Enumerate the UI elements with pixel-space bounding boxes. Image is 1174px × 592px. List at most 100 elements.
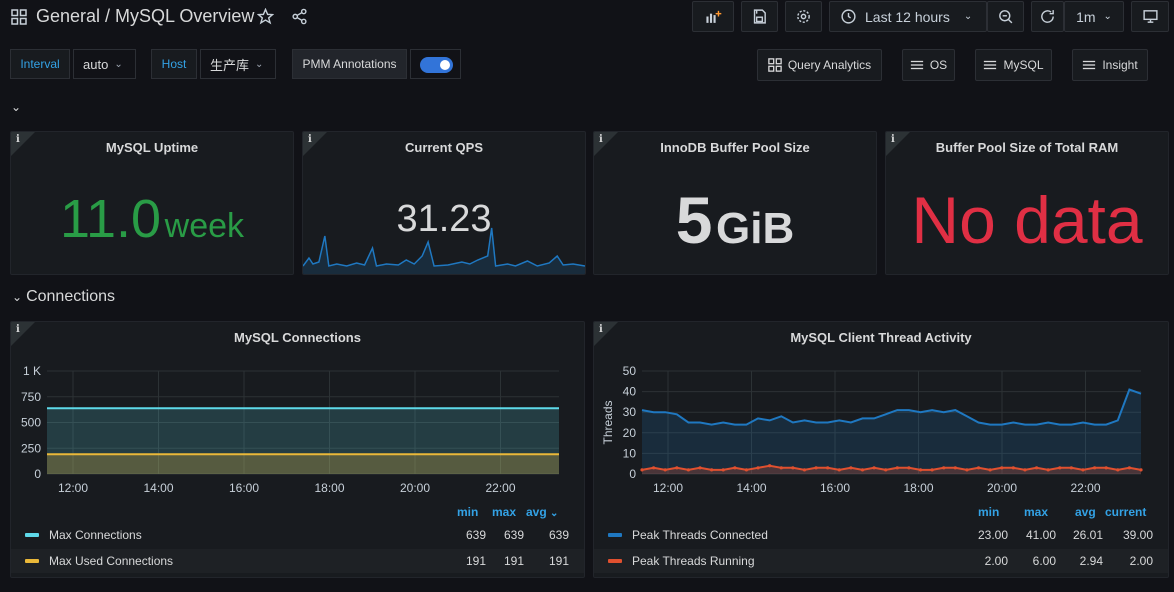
- link-mysql[interactable]: MySQL: [975, 49, 1052, 81]
- x-tick-label: 16:00: [229, 481, 259, 495]
- link-insight[interactable]: Insight: [1072, 49, 1148, 81]
- y-axis-label: Threads: [601, 400, 615, 444]
- refresh-button[interactable]: [1031, 1, 1064, 32]
- info-icon[interactable]: i: [599, 134, 603, 145]
- info-icon[interactable]: i: [891, 134, 895, 145]
- chevron-down-icon: ⌄: [114, 58, 123, 70]
- stat-panel-buffer-pool[interactable]: i InnoDB Buffer Pool Size 5 GiB: [593, 131, 877, 275]
- data-point: [652, 466, 656, 470]
- y-tick-label: 0: [629, 467, 636, 481]
- dashboard-settings-button[interactable]: [785, 1, 822, 32]
- data-point: [942, 466, 946, 470]
- row-title: Connections: [26, 288, 116, 305]
- time-range-label: Last 12 hours: [865, 8, 950, 25]
- info-corner: [886, 132, 910, 156]
- series-area: [642, 465, 1141, 474]
- info-corner: [303, 132, 327, 156]
- bars-icon: [984, 60, 997, 70]
- legend-header-min[interactable]: min: [978, 505, 1000, 519]
- panel-title: MySQL Connections: [234, 330, 361, 345]
- legend-header-min[interactable]: min: [457, 505, 479, 519]
- star-icon[interactable]: [257, 8, 274, 25]
- connections-chart: 0 250 500 750 1 K 12:00 14:00 16:00 18:00 20:00 22…: [21, 364, 559, 495]
- legend-header-max[interactable]: max: [492, 505, 517, 519]
- info-icon[interactable]: i: [16, 134, 20, 145]
- legend-row[interactable]: Peak Threads Running 2.00 6.00 2.94 2.00: [594, 549, 1168, 573]
- time-range-picker[interactable]: Last 12 hours ⌄: [829, 1, 987, 32]
- interval-select[interactable]: auto ⌄: [73, 49, 136, 79]
- info-icon[interactable]: i: [308, 134, 312, 145]
- link-os[interactable]: OS: [902, 49, 955, 81]
- data-point: [768, 464, 772, 468]
- chevron-down-icon[interactable]: ⌄: [11, 100, 22, 114]
- data-point: [1104, 466, 1108, 470]
- refresh-interval-picker[interactable]: 1m ⌄: [1064, 1, 1124, 32]
- data-point: [918, 468, 923, 472]
- data-point: [849, 466, 853, 470]
- data-point: [930, 468, 934, 472]
- bars-icon: [1083, 60, 1096, 70]
- info-icon[interactable]: i: [16, 324, 20, 335]
- x-tick-label: 12:00: [653, 481, 683, 495]
- data-point: [907, 466, 911, 470]
- panel-title: MySQL Uptime: [105, 140, 199, 155]
- annotations-toggle[interactable]: [420, 57, 453, 73]
- legend-swatch: [608, 559, 622, 563]
- legend-current: 2.00: [1129, 554, 1153, 568]
- legend-row[interactable]: Max Connections 639 639 639: [11, 523, 584, 547]
- legend-min: 639: [465, 528, 486, 542]
- legend-header-avg[interactable]: avg ⌄: [526, 505, 558, 519]
- info-icon[interactable]: i: [599, 324, 603, 335]
- buffer-ratio-value: No data: [911, 183, 1143, 257]
- breadcrumb[interactable]: General / MySQL Overview: [36, 6, 255, 26]
- legend-header-avg-label: avg: [526, 505, 547, 519]
- add-panel-button[interactable]: [692, 1, 734, 32]
- legend-header-max[interactable]: max: [1024, 505, 1049, 519]
- x-tick-label: 14:00: [143, 481, 173, 495]
- series-area: [47, 454, 559, 474]
- legend-avg: 2.94: [1079, 554, 1103, 568]
- x-tick-label: 20:00: [400, 481, 430, 495]
- host-select[interactable]: 生产库 ⌄: [200, 49, 276, 79]
- legend-row[interactable]: Peak Threads Connected 23.00 41.00 26.01…: [594, 523, 1168, 547]
- stat-panel-qps[interactable]: i Current QPS 31.23: [302, 131, 586, 275]
- gear-icon: [797, 10, 810, 23]
- panel-title: MySQL Client Thread Activity: [790, 330, 972, 345]
- legend-row[interactable]: Max Used Connections 191 191 191: [11, 549, 584, 573]
- graph-panel-threads[interactable]: i MySQL Client Thread Activity 0 10 20 30 40…: [593, 321, 1169, 578]
- panel-title: InnoDB Buffer Pool Size: [660, 140, 810, 155]
- annotations-label: PMM Annotations: [292, 49, 407, 79]
- buffer-pool-unit: GiB: [716, 204, 795, 253]
- legend-header-avg[interactable]: avg: [1075, 505, 1096, 519]
- stat-panel-uptime[interactable]: i MySQL Uptime 11.0 week: [10, 131, 294, 275]
- legend-max: 191: [503, 554, 524, 568]
- data-point: [698, 466, 702, 470]
- buffer-pool-value-wrap: 5 GiB: [594, 182, 876, 258]
- data-point: [779, 466, 783, 470]
- interval-value: auto: [83, 56, 109, 72]
- link-query-analytics[interactable]: Query Analytics: [757, 49, 882, 81]
- series-area: [47, 408, 559, 474]
- dashboards-grid-icon[interactable]: [11, 9, 27, 25]
- refresh-interval-label: 1m: [1076, 8, 1096, 25]
- data-point: [686, 468, 691, 472]
- legend-header-current[interactable]: current: [1105, 505, 1147, 519]
- legend-max: 41.00: [1025, 528, 1056, 542]
- zoom-out-button[interactable]: [987, 1, 1024, 32]
- stat-panel-buffer-ratio[interactable]: i Buffer Pool Size of Total RAM No data: [885, 131, 1169, 275]
- data-point: [1000, 466, 1004, 470]
- data-point: [791, 466, 795, 470]
- tv-mode-button[interactable]: [1131, 1, 1169, 32]
- data-point: [826, 466, 830, 470]
- qps-sparkline: [303, 227, 585, 274]
- data-point: [965, 468, 969, 472]
- chevron-down-icon: ⌄: [255, 58, 264, 70]
- save-icon: [753, 9, 766, 24]
- data-point: [802, 468, 807, 472]
- data-point: [872, 466, 876, 470]
- share-icon[interactable]: [291, 8, 308, 25]
- data-point: [721, 468, 725, 472]
- save-dashboard-button[interactable]: [741, 1, 778, 32]
- row-connections[interactable]: ⌄ Connections: [12, 288, 115, 306]
- graph-panel-connections[interactable]: i MySQL Connections 0 250 500 750 1 K 12:00 14…: [10, 321, 585, 578]
